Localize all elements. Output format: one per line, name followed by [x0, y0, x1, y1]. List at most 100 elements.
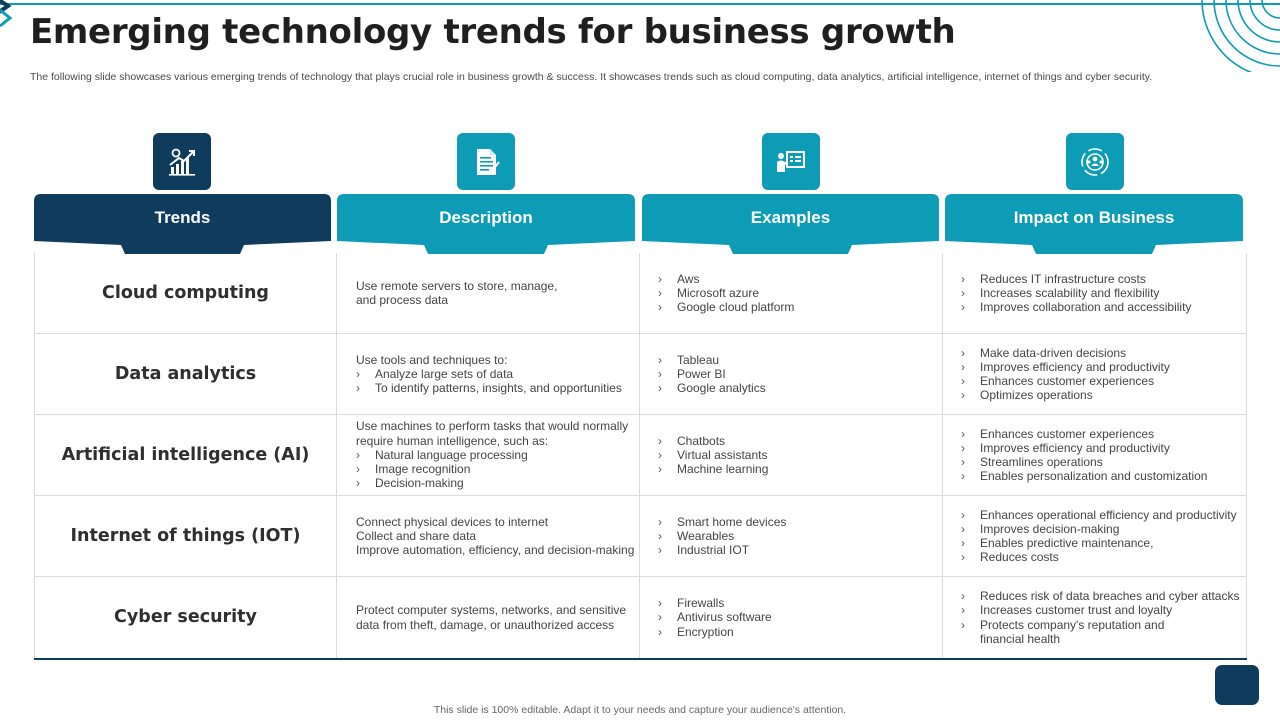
- bullet-item: › Tableau: [658, 353, 942, 367]
- examples-cell: › Chatbots › Virtual assistants › Machine lea…: [640, 415, 943, 495]
- chevron-right-icon: ›: [658, 462, 662, 477]
- chevron-right-icon: ›: [356, 381, 360, 396]
- bullet-item: › Enhances customer experiences: [961, 427, 1246, 441]
- item-text: Google analytics: [677, 381, 766, 396]
- chevron-right-icon: ›: [356, 366, 360, 381]
- table-row: Cloud computing Use remote servers to sto…: [34, 253, 1247, 334]
- examples-cell: › Smart home devices › Wearables › Industrial…: [640, 496, 943, 576]
- bullet-item: › Virtual assistants: [658, 448, 942, 462]
- bullet-item: › Aws: [658, 272, 942, 286]
- chevron-right-icon: ›: [961, 617, 965, 632]
- item-text: Wearables: [677, 528, 735, 543]
- bullet-item: › Industrial IOT: [658, 543, 942, 557]
- next-slide-button[interactable]: [1215, 665, 1259, 705]
- item-text: Enhances customer experiences: [980, 426, 1155, 441]
- column-header-description: Description: [337, 194, 635, 254]
- decorative-arcs-icon: [1201, 0, 1280, 72]
- item-text: Encryption: [677, 624, 734, 639]
- chevron-right-icon: ›: [658, 610, 662, 625]
- presentation-board-icon: [762, 133, 820, 190]
- bullet-item: › Enhances operational efficiency and pro…: [961, 508, 1246, 522]
- chevron-right-icon: ›: [356, 447, 360, 462]
- bullet-item: › Improves efficiency and productivity: [961, 360, 1246, 374]
- item-text: Google cloud platform: [677, 300, 795, 315]
- column-header-label: Impact on Business: [1013, 208, 1175, 227]
- description-cell: Use remote servers to store, manage, and …: [337, 253, 640, 333]
- description-cell: Use machines to perform tasks that would…: [337, 415, 640, 495]
- description-cell: Connect physical devices to internet Coll…: [337, 496, 640, 576]
- impact-cell: › Make data-driven decisions › Improves eff…: [943, 334, 1247, 414]
- impact-cell: › Enhances customer experiences › Improves …: [943, 415, 1247, 495]
- impact-cell: › Enhances operational efficiency and pro…: [943, 496, 1247, 576]
- item-text: Smart home devices: [677, 514, 787, 529]
- chevron-right-icon: ›: [658, 300, 662, 315]
- chevron-right-icon: ›: [961, 507, 965, 522]
- bullet-item: › Natural language processing: [356, 448, 639, 462]
- item-text: Industrial IOT: [677, 543, 750, 558]
- table-row: Internet of things (IOT) Connect physical…: [34, 496, 1247, 577]
- text-line: Protect computer systems, networks, and …: [356, 603, 627, 618]
- chevron-right-icon: ›: [658, 543, 662, 558]
- item-text: Image recognition: [375, 462, 471, 477]
- item-text: Aws: [677, 271, 700, 286]
- text-line: Use tools and techniques to:: [356, 352, 508, 367]
- bullet-item: › Reduces costs: [961, 550, 1246, 564]
- bullet-item: › Enhances customer experiences: [961, 374, 1246, 388]
- chevron-right-icon: ›: [658, 624, 662, 639]
- item-text: Streamlines operations: [980, 455, 1103, 469]
- trends-table: Cloud computing Use remote servers to sto…: [34, 253, 1247, 660]
- chevron-right-icon: ›: [961, 271, 965, 286]
- examples-cell: › Tableau › Power BI › Google analytics: [640, 334, 943, 414]
- text-line: data from theft, damage, or unauthorized…: [356, 617, 615, 632]
- column-header-impact: Impact on Business: [945, 194, 1243, 254]
- corner-logo-icon: [0, 0, 13, 28]
- indent-spacer: [961, 632, 980, 646]
- bullet-item: › Increases customer trust and loyalty: [961, 603, 1246, 617]
- chevron-right-icon: ›: [961, 300, 965, 315]
- text-line: Improve automation, efficiency, and deci…: [356, 543, 635, 558]
- chevron-right-icon: ›: [658, 596, 662, 611]
- column-header-label: Trends: [154, 208, 211, 227]
- bullet-item: › Increases scalability and flexibility: [961, 286, 1246, 300]
- item-text: Power BI: [677, 366, 726, 381]
- table-row: Artificial intelligence (AI) Use machines…: [34, 415, 1247, 496]
- column-header-label: Examples: [750, 208, 831, 227]
- description-cell: Protect computer systems, networks, and …: [337, 577, 640, 658]
- chevron-right-icon: ›: [961, 589, 965, 604]
- bullet-item: › Streamlines operations: [961, 455, 1246, 469]
- target-people-icon: [1066, 133, 1124, 190]
- bullet-item: › Microsoft azure: [658, 286, 942, 300]
- bullet-item: › Enables personalization and customizati…: [961, 469, 1246, 483]
- bullet-item: › Firewalls: [658, 596, 942, 610]
- chevron-right-icon: ›: [658, 271, 662, 286]
- chevron-right-icon: ›: [658, 514, 662, 529]
- impact-cell: › Reduces IT infrastructure costs › Increas…: [943, 253, 1247, 333]
- chevron-right-icon: ›: [356, 462, 360, 477]
- bullet-item: › Improves decision-making: [961, 522, 1246, 536]
- item-text: financial health: [980, 631, 1061, 646]
- chevron-right-icon: ›: [658, 352, 662, 367]
- chevron-right-icon: ›: [961, 285, 965, 300]
- item-text: Improves collaboration and accessibility: [980, 300, 1192, 315]
- bullet-item: › Improves collaboration and accessibilit…: [961, 300, 1246, 314]
- chevron-right-icon: ›: [961, 388, 965, 403]
- examples-cell: › Firewalls › Antivirus software › Encryption: [640, 577, 943, 658]
- text-line: Use machines to perform tasks that would…: [356, 419, 629, 434]
- chevron-right-icon: ›: [658, 433, 662, 448]
- item-text: Analyze large sets of data: [375, 366, 514, 381]
- chevron-right-icon: ›: [658, 447, 662, 462]
- bullet-item: › To identify patterns, insights, and opp…: [356, 381, 639, 395]
- item-text: To identify patterns, insights, and oppo…: [375, 381, 622, 396]
- bullet-item: › Image recognition: [356, 462, 639, 476]
- item-text: Machine learning: [677, 462, 769, 477]
- examples-cell: › Aws › Microsoft azure › Google cloud platfo…: [640, 253, 943, 333]
- item-text: Microsoft azure: [677, 285, 760, 300]
- item-text: Decision-making: [375, 476, 464, 491]
- chevron-right-icon: ›: [961, 521, 965, 536]
- top-accent-line: [0, 3, 1280, 5]
- chevron-right-icon: ›: [961, 603, 965, 618]
- item-text: Natural language processing: [375, 447, 528, 462]
- chevron-right-icon: ›: [658, 366, 662, 381]
- item-text: Chatbots: [677, 433, 726, 448]
- document-icon: [457, 133, 515, 190]
